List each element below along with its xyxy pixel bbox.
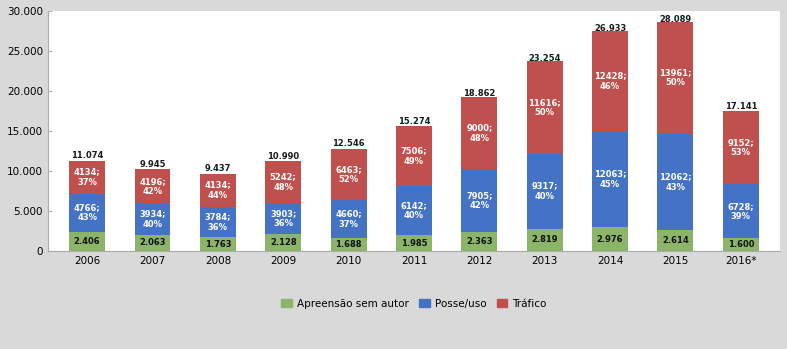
Text: 15.274: 15.274	[397, 117, 430, 126]
Bar	[722, 184, 759, 238]
Bar	[331, 200, 367, 238]
Text: 1.985: 1.985	[401, 239, 427, 248]
Text: 2.406: 2.406	[74, 237, 101, 246]
Text: 11616;
50%: 11616; 50%	[528, 98, 561, 117]
Text: 1.763: 1.763	[205, 239, 231, 248]
Text: 2.614: 2.614	[662, 236, 689, 245]
Bar	[265, 161, 301, 203]
Text: 2.363: 2.363	[466, 237, 493, 246]
Text: 9.945: 9.945	[139, 160, 166, 169]
Text: 3784;
36%: 3784; 36%	[205, 212, 231, 231]
Bar	[331, 238, 367, 251]
Text: 4134;
44%: 4134; 44%	[205, 180, 231, 200]
Text: 6142;
40%: 6142; 40%	[401, 201, 427, 220]
Bar	[265, 234, 301, 251]
Text: 4196;
42%: 4196; 42%	[139, 177, 166, 196]
Bar	[69, 161, 105, 194]
Text: 6463;
52%: 6463; 52%	[335, 165, 362, 184]
Bar	[135, 203, 171, 235]
Text: 9152;
53%: 9152; 53%	[727, 138, 754, 157]
Bar	[527, 154, 563, 229]
Bar	[69, 194, 105, 232]
Bar	[396, 235, 432, 251]
Text: 23.254: 23.254	[529, 53, 561, 62]
Bar	[200, 237, 236, 251]
Bar	[592, 31, 628, 131]
Bar	[592, 131, 628, 227]
Bar	[396, 186, 432, 235]
Legend: Apreensão sem autor, Posse/uso, Tráfico: Apreensão sem autor, Posse/uso, Tráfico	[277, 295, 551, 313]
Text: 11.074: 11.074	[71, 151, 103, 160]
Bar	[722, 238, 759, 251]
Text: 26.933: 26.933	[594, 24, 626, 33]
Bar	[265, 203, 301, 234]
Bar	[461, 169, 497, 232]
Bar	[461, 97, 497, 169]
Bar	[200, 173, 236, 207]
Text: 4134;
37%: 4134; 37%	[74, 168, 101, 187]
Bar	[135, 170, 171, 203]
Text: 1.600: 1.600	[728, 240, 754, 249]
Bar	[69, 232, 105, 251]
Text: 7506;
49%: 7506; 49%	[401, 146, 427, 166]
Bar	[722, 111, 759, 184]
Text: 9.437: 9.437	[205, 164, 231, 173]
Text: 2.819: 2.819	[531, 235, 558, 244]
Text: 10.990: 10.990	[268, 152, 299, 161]
Bar	[200, 207, 236, 237]
Text: 13961;
50%: 13961; 50%	[660, 68, 692, 88]
Bar	[461, 232, 497, 251]
Text: 4766;
43%: 4766; 43%	[74, 203, 101, 222]
Text: 3934;
40%: 3934; 40%	[139, 209, 166, 229]
Text: 5242;
48%: 5242; 48%	[270, 172, 297, 192]
Text: 6728;
39%: 6728; 39%	[727, 202, 754, 221]
Text: 4660;
37%: 4660; 37%	[335, 209, 362, 229]
Text: 9317;
40%: 9317; 40%	[531, 181, 558, 201]
Text: 12062;
43%: 12062; 43%	[660, 172, 692, 192]
Text: 2.976: 2.976	[597, 235, 623, 244]
Text: 17.141: 17.141	[725, 103, 757, 111]
Bar	[657, 134, 693, 230]
Text: 7905;
42%: 7905; 42%	[466, 191, 493, 210]
Bar	[657, 230, 693, 251]
Text: 9000;
48%: 9000; 48%	[466, 123, 493, 143]
Bar	[592, 227, 628, 251]
Bar	[657, 22, 693, 134]
Text: 3903;
36%: 3903; 36%	[270, 209, 297, 228]
Bar	[527, 61, 563, 154]
Bar	[331, 149, 367, 200]
Bar	[396, 126, 432, 186]
Text: 2.128: 2.128	[270, 238, 297, 247]
Bar	[527, 229, 563, 251]
Text: 18.862: 18.862	[464, 89, 496, 98]
Text: 12063;
45%: 12063; 45%	[594, 169, 626, 189]
Text: 28.089: 28.089	[660, 15, 692, 24]
Bar	[135, 235, 171, 251]
Text: 12428;
46%: 12428; 46%	[593, 71, 626, 91]
Text: 2.063: 2.063	[139, 238, 166, 247]
Text: 1.688: 1.688	[335, 240, 362, 249]
Text: 12.546: 12.546	[332, 139, 365, 148]
